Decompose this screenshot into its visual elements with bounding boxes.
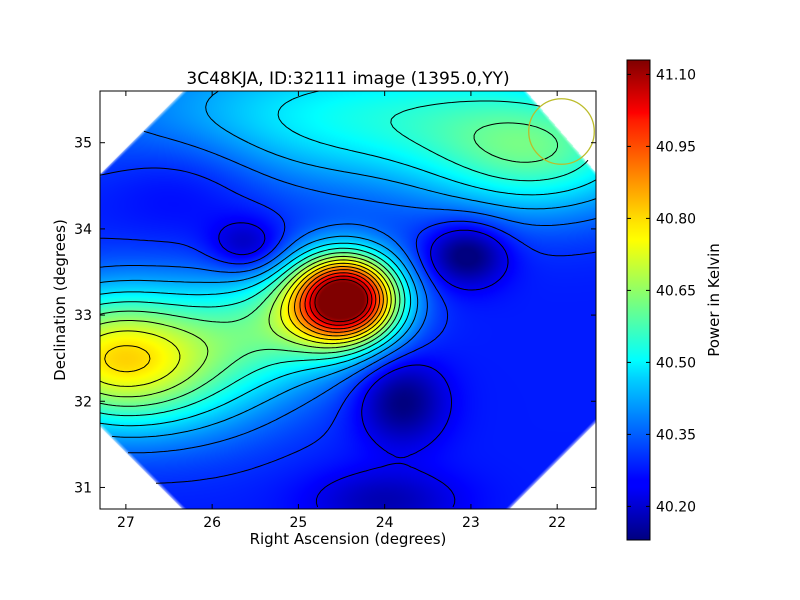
- x-axis-label: Right Ascension (degrees): [250, 530, 447, 548]
- y-axis-ticks: 31 32 33 34 35: [74, 136, 596, 496]
- contour-level: [100, 130, 596, 454]
- contour-level: [100, 255, 396, 398]
- colorbar-frame: [626, 59, 651, 541]
- contour-level: [294, 266, 384, 337]
- x-tick-label: 27: [117, 515, 135, 531]
- contour-level: [100, 100, 589, 417]
- x-tick-label: 25: [289, 515, 307, 531]
- y-tick-label: 31: [74, 480, 92, 496]
- colorbar-tick-label: 40.65: [656, 283, 696, 299]
- x-tick-label: 24: [376, 515, 394, 531]
- contour-level: [218, 222, 509, 508]
- y-tick-label: 34: [74, 222, 92, 238]
- contour-level: [100, 91, 596, 438]
- y-tick-label: 32: [74, 394, 92, 410]
- beam-circle: [528, 98, 595, 165]
- contour-level: [299, 269, 381, 333]
- colorbar-tick-label: 40.35: [656, 427, 696, 443]
- contour-level: [304, 272, 377, 330]
- y-axis-label: Declination (degrees): [51, 219, 69, 381]
- colorbar-gradient: [627, 60, 650, 540]
- x-tick-label: 22: [548, 515, 566, 531]
- colorbar-tick-label: 41.10: [656, 67, 696, 83]
- x-tick-label: 23: [462, 515, 480, 531]
- colorbar-tick-label: 40.50: [656, 355, 696, 371]
- contour-level: [100, 122, 558, 407]
- contour-level: [100, 167, 596, 484]
- contour-level: [100, 259, 392, 387]
- colorbar-tick-label: 40.80: [656, 211, 696, 227]
- colorbar: 40.20 40.35 40.50 40.65 40.80 40.95 41.10 Powe…: [626, 59, 723, 541]
- contour-level: [104, 262, 388, 373]
- contour-level: [100, 91, 596, 427]
- contour-lines: [100, 91, 596, 508]
- contour-level: [309, 275, 373, 326]
- plot-frame: [99, 90, 597, 510]
- heatmap-image: [100, 91, 596, 509]
- y-tick-label: 33: [74, 308, 92, 324]
- y-tick-label: 35: [74, 136, 92, 152]
- colorbar-tick-label: 40.95: [656, 139, 696, 155]
- x-tick-label: 26: [203, 515, 221, 531]
- chart-title: 3C48KJA, ID:32111 image (1395.0,YY): [186, 69, 509, 89]
- colorbar-tick-label: 40.20: [656, 499, 696, 515]
- x-axis-ticks: 27 26 25 24 23 22: [117, 91, 566, 531]
- colorbar-ticks: 40.20 40.35 40.50 40.65 40.80 40.95 41.10: [627, 67, 696, 515]
- plot-area: 27 26 25 24 23 22 31 32 33 34 35: [74, 90, 597, 531]
- colorbar-label: Power in Kelvin: [705, 243, 723, 357]
- contour-level: [314, 279, 369, 323]
